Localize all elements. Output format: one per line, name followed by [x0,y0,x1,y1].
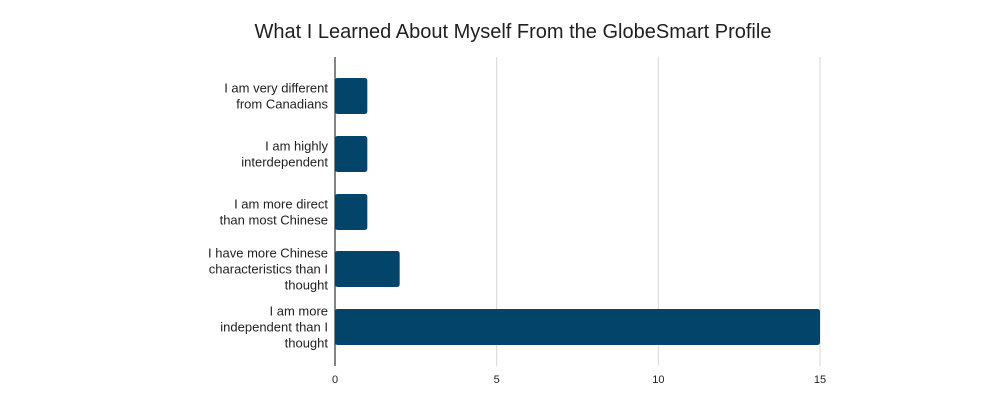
bar [335,78,368,114]
category-label: I am very different from Canadians [224,81,328,112]
bar [335,194,368,230]
bars [335,78,820,345]
x-tick-label: 5 [494,374,500,386]
category-label-line: I am very different [224,81,328,96]
x-tick-label: 0 [332,374,338,386]
bar [335,136,368,172]
x-tick-labels: 0 5 10 15 [332,374,826,386]
category-label-line: interdependent [241,155,328,170]
category-label-line: thought [285,278,329,293]
category-label-line: I have more Chinese [208,246,328,261]
bar [335,309,820,345]
bar [335,251,400,287]
chart-title: What I Learned About Myself From the Glo… [255,21,772,43]
category-label-line: from Canadians [236,97,328,112]
x-tick-label: 15 [814,374,826,386]
category-label: I am highly interdependent [241,139,328,170]
category-label-line: thought [285,336,329,351]
category-label: I am more direct than most Chinese [220,197,329,228]
x-tick-label: 10 [652,374,664,386]
category-label-line: I am more direct [234,197,328,212]
category-label-line: characteristics than I [209,262,328,277]
category-label-line: I am more [269,304,328,319]
category-labels: I am very different from Canadians I am hi… [208,81,328,351]
category-label-line: I am highly [265,139,328,154]
category-label-line: than most Chinese [220,213,328,228]
category-label-line: independent than I [220,320,328,335]
category-label: I have more Chinese characteristics than … [208,246,328,293]
